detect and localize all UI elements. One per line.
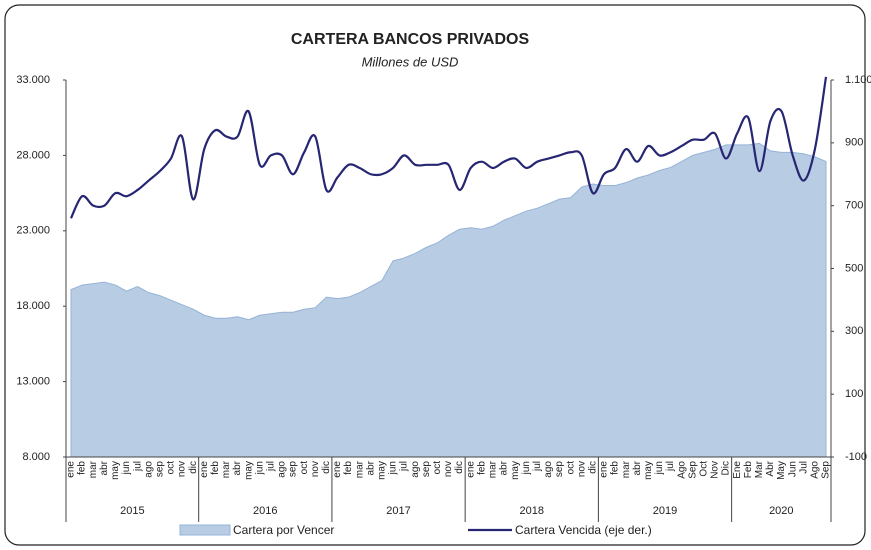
- x-tick-label: mar: [621, 460, 632, 478]
- x-tick-label: ene: [465, 461, 476, 478]
- x-tick-label: abr: [99, 460, 110, 475]
- area-series: [70, 142, 827, 458]
- x-tick-label: may: [243, 461, 254, 480]
- y2-tick-label: 500: [845, 262, 863, 274]
- x-tick-label: may: [510, 461, 521, 480]
- x-tick-label: jun: [654, 461, 665, 475]
- x-tick-label: feb: [343, 461, 354, 475]
- x-tick-label: mar: [221, 460, 232, 478]
- x-tick-label: Ene: [732, 461, 743, 479]
- x-tick-label: ene: [66, 461, 77, 478]
- x-tick-label: may: [643, 461, 654, 480]
- x-tick-label: feb: [77, 461, 88, 475]
- x-tick-label: feb: [210, 461, 221, 475]
- x-tick-label: may: [377, 461, 388, 480]
- x-tick-label: oct: [565, 461, 576, 475]
- x-tick-label: sep: [421, 461, 432, 478]
- x-tick-label: Dic: [721, 461, 732, 475]
- x-tick-label: Ago: [810, 461, 821, 479]
- year-label: 2015: [120, 505, 144, 517]
- year-label: 2017: [386, 505, 410, 517]
- x-tick-label: nov: [177, 461, 188, 477]
- x-tick-label: jun: [254, 461, 265, 475]
- x-tick-label: feb: [476, 461, 487, 475]
- x-tick-label: Mar: [754, 460, 765, 478]
- x-tick-label: Sep: [687, 461, 698, 479]
- x-tick-label: ago: [277, 461, 288, 478]
- x-tick-label: ago: [543, 461, 554, 478]
- x-tick-label: dic: [587, 461, 598, 474]
- x-tick-label: sep: [554, 461, 565, 478]
- x-tick-label: feb: [610, 461, 621, 475]
- year-label: 2019: [653, 505, 677, 517]
- x-tick-label: ene: [599, 461, 610, 478]
- y2-tick-label: 1.100: [845, 74, 871, 86]
- legend-label: Cartera Vencida (eje der.): [515, 523, 652, 537]
- x-tick-label: sep: [288, 461, 299, 478]
- x-tick-label: dic: [321, 461, 332, 474]
- x-tick-label: nov: [443, 461, 454, 477]
- x-tick-label: jun: [388, 461, 399, 475]
- y2-tick-label: 100: [845, 388, 863, 400]
- x-tick-label: Ago: [676, 461, 687, 479]
- y-tick-label: 13.000: [16, 376, 50, 388]
- y2-tick-label: -100: [845, 451, 867, 463]
- x-tick-label: nov: [576, 461, 587, 477]
- x-tick-label: abr: [632, 460, 643, 475]
- x-tick-label: ene: [199, 461, 210, 478]
- y-tick-label: 28.000: [16, 149, 50, 161]
- x-tick-label: sep: [154, 461, 165, 478]
- x-tick-label: jul: [265, 461, 276, 472]
- x-tick-label: jun: [521, 461, 532, 475]
- x-tick-label: oct: [432, 461, 443, 475]
- x-tick-label: May: [776, 461, 787, 480]
- x-tick-label: Oct: [699, 461, 710, 477]
- x-tick-label: ago: [143, 461, 154, 478]
- x-tick-label: jul: [399, 461, 410, 472]
- y2-tick-label: 900: [845, 137, 863, 149]
- x-tick-label: nov: [310, 461, 321, 477]
- y2-tick-label: 700: [845, 200, 863, 212]
- y-tick-label: 33.000: [16, 74, 50, 86]
- y2-tick-label: 300: [845, 325, 863, 337]
- x-tick-label: dic: [454, 461, 465, 474]
- x-tick-label: jul: [665, 461, 676, 472]
- x-tick-label: jul: [532, 461, 543, 472]
- x-tick-label: may: [110, 461, 121, 480]
- x-tick-label: Abr: [765, 460, 776, 476]
- year-label: 2016: [253, 505, 277, 517]
- x-tick-label: mar: [354, 460, 365, 478]
- x-tick-label: abr: [232, 460, 243, 475]
- x-tick-label: ene: [332, 461, 343, 478]
- x-tick-label: mar: [88, 460, 99, 478]
- chart-title: CARTERA BANCOS PRIVADOS: [291, 31, 530, 48]
- x-tick-label: Jun: [787, 461, 798, 477]
- x-tick-label: Nov: [710, 461, 721, 479]
- x-tick-label: Jul: [798, 461, 809, 474]
- legend-swatch: [179, 524, 231, 536]
- y-tick-label: 18.000: [16, 300, 50, 312]
- x-tick-label: Feb: [743, 461, 754, 479]
- x-tick-label: dic: [188, 461, 199, 474]
- x-tick-label: abr: [499, 460, 510, 475]
- x-tick-label: jul: [132, 461, 143, 472]
- y-tick-label: 8.000: [22, 451, 50, 463]
- x-tick-label: mar: [488, 460, 499, 478]
- y-tick-label: 23.000: [16, 225, 50, 237]
- x-tick-label: oct: [166, 461, 177, 475]
- year-label: 2020: [769, 505, 793, 517]
- year-label: 2018: [520, 505, 544, 517]
- chart-subtitle: Millones de USD: [362, 54, 459, 69]
- x-tick-label: ago: [410, 461, 421, 478]
- x-tick-label: abr: [365, 460, 376, 475]
- x-tick-label: oct: [299, 461, 310, 475]
- line-series: [70, 76, 828, 219]
- x-tick-label: Sep: [821, 461, 832, 479]
- legend-label: Cartera por Vencer: [233, 523, 334, 537]
- x-tick-label: jun: [121, 461, 132, 475]
